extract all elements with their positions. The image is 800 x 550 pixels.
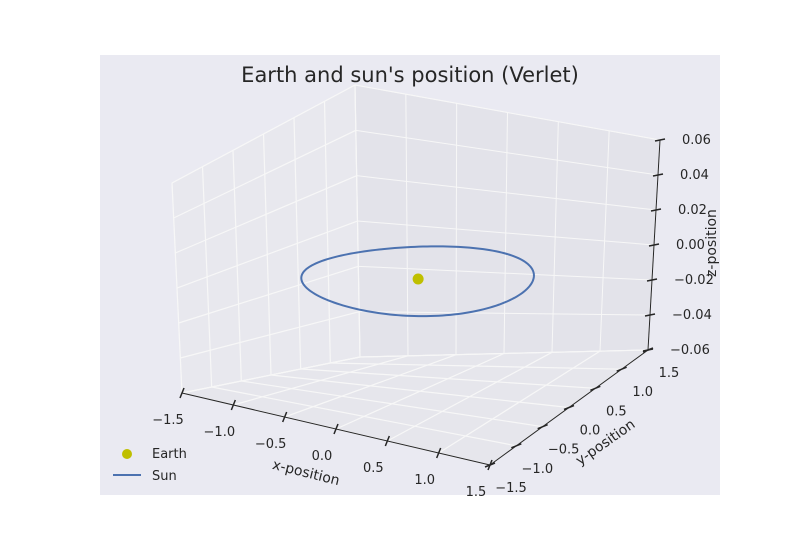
x-tick-label: 1.0 [414, 473, 435, 488]
z-tick [650, 208, 662, 212]
x-tick-label: −0.5 [255, 437, 287, 452]
x-tick [230, 399, 237, 411]
x-tick-label: 1.5 [466, 485, 487, 500]
y-tick-label: 0.0 [580, 424, 601, 439]
sun-orbit-line [300, 245, 535, 318]
z-tick [644, 313, 656, 317]
y-tick-label: −1.0 [522, 462, 554, 477]
x-tick-label: −1.0 [204, 425, 236, 440]
z-tick-label: 0.06 [682, 133, 711, 148]
grid-line-backwall-z [358, 265, 653, 281]
grid-line-floor-y [270, 374, 570, 409]
y-tick [511, 443, 522, 449]
grid-line-backwall-z [354, 84, 661, 141]
grid-line-wall-z [178, 265, 359, 324]
grid-line-wall-z [180, 311, 360, 359]
tick-labels: −1.5−1.0−0.50.00.51.01.5 −1.5−1.0−0.50.00… [152, 133, 714, 500]
z-tick-label: −0.06 [670, 343, 710, 358]
legend-earth-marker [122, 449, 132, 459]
series [300, 245, 535, 318]
grid-line-floor-y [211, 386, 517, 447]
grid-line-backwall-z [359, 311, 651, 316]
z-tick-label: 0.04 [680, 168, 709, 183]
y-tick-label: −0.5 [548, 443, 580, 458]
grid-line-floor-y [241, 380, 543, 428]
y-tick-label: 1.0 [632, 385, 653, 400]
y-tick [590, 385, 601, 392]
legend-earth-label: Earth [152, 447, 187, 462]
grid-line-backwall-z [357, 220, 655, 246]
z-tick-label: 0.00 [676, 238, 705, 253]
grid-line-floor-y [300, 368, 596, 389]
z-tick [646, 278, 658, 282]
x-tick [384, 435, 391, 447]
y-tick [484, 462, 496, 468]
legend-sun-label: Sun [152, 469, 177, 484]
y-tick [537, 423, 548, 430]
x-tick [333, 423, 339, 435]
z-tick [648, 243, 660, 247]
grid-line-backwall-z [356, 175, 657, 211]
z-tick [654, 138, 666, 142]
z-tick-label: −0.02 [674, 273, 714, 288]
z-tick-label: −0.04 [672, 308, 712, 323]
x-tick [435, 447, 442, 459]
grid-line-wall-z [173, 129, 357, 219]
y-tick-label: 0.5 [606, 404, 627, 419]
z-axis-label: z-position [704, 209, 720, 277]
z-tick-label: 0.02 [678, 203, 707, 218]
x-tick [281, 411, 288, 423]
earth-marker [412, 273, 424, 285]
tick-marks [179, 138, 666, 471]
y-tick-label: −1.5 [495, 481, 527, 496]
grid-line-wall-z [176, 220, 358, 289]
grid-line-wall-z [171, 84, 356, 184]
chart-title: Earth and sun's position (Verlet) [241, 63, 579, 87]
x-tick-label: 0.0 [312, 449, 333, 464]
legend: Earth Sun [113, 447, 187, 484]
y-tick-label: 1.5 [659, 366, 680, 381]
z-tick [652, 173, 664, 177]
x-tick-label: −1.5 [152, 413, 184, 428]
grid-line-backwall-z [355, 129, 659, 176]
y-tick [563, 404, 575, 411]
grid-line-floor-y [330, 362, 622, 370]
x-tick-label: 0.5 [363, 461, 384, 476]
x-tick [179, 387, 185, 399]
grid-line-wall-z [181, 356, 361, 394]
z-tick [642, 348, 654, 352]
grid-line-backwall-z [359, 349, 649, 358]
grid-line-wall-z [175, 175, 357, 254]
y-tick [616, 366, 627, 372]
